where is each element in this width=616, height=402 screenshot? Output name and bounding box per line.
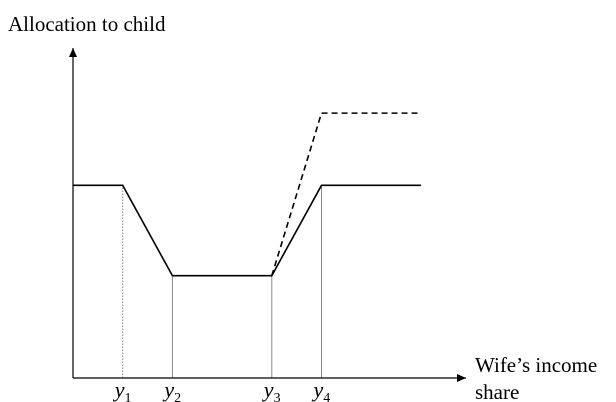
x-tick-label-y1: y1 bbox=[113, 377, 132, 402]
series-lines bbox=[73, 112, 421, 277]
dashed-allocation-line bbox=[271, 112, 421, 276]
y-axis-label: Allocation to child bbox=[8, 12, 166, 36]
solid-allocation-line bbox=[73, 184, 421, 277]
guide-lines bbox=[122, 185, 322, 378]
x-tick-labels: y1 y2 y3 y4 bbox=[113, 377, 331, 402]
x-axis-label-line-2: share bbox=[475, 380, 519, 402]
x-tick-label-y3: y3 bbox=[262, 377, 281, 402]
x-axis-label-line-1: Wife’s income bbox=[475, 353, 597, 377]
x-tick-label-y4: y4 bbox=[312, 377, 331, 402]
x-tick-label-y2: y2 bbox=[162, 377, 181, 402]
